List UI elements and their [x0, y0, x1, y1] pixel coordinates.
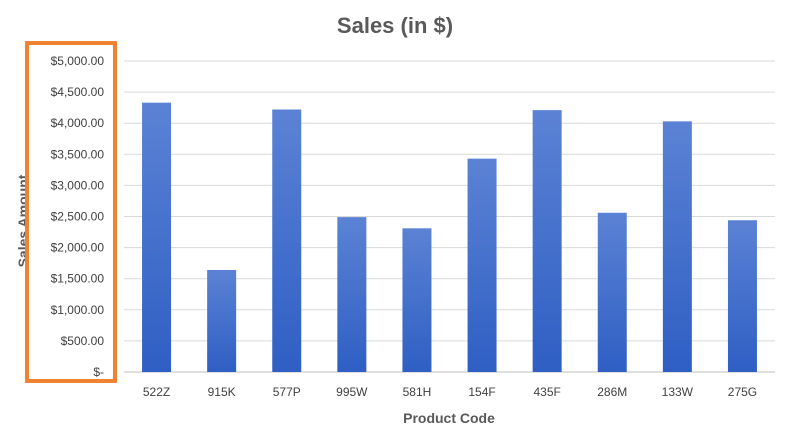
- y-tick-label: $4,000.00: [51, 116, 105, 130]
- y-tick-label: $5,000.00: [51, 54, 105, 68]
- x-tick-label: 995W: [336, 385, 368, 399]
- y-tick-label: $-: [93, 365, 104, 379]
- chart-title: Sales (in $): [337, 13, 453, 38]
- bar-275G: [727, 220, 757, 372]
- y-tick-label: $1,000.00: [51, 303, 105, 317]
- x-tick-label: 522Z: [143, 385, 170, 399]
- y-tick-label: $3,000.00: [51, 178, 105, 192]
- x-tick-label: 154F: [468, 385, 495, 399]
- bar-286M: [597, 212, 627, 372]
- bars: [142, 102, 757, 373]
- bar-995W: [337, 217, 367, 372]
- bar-915K: [207, 269, 237, 372]
- x-tick-label: 286M: [597, 385, 627, 399]
- bar-522Z: [142, 102, 172, 372]
- bar-581H: [402, 228, 432, 372]
- x-tick-label: 577P: [273, 385, 301, 399]
- y-tick-label: $500.00: [61, 334, 105, 348]
- x-axis-tick-labels: 522Z 915K 577P 995W 581H 154F 435F 286M 133W 275G: [143, 385, 757, 399]
- y-axis-highlight-box: [25, 41, 117, 383]
- x-tick-label: 915K: [208, 385, 236, 399]
- x-tick-label: 275G: [728, 385, 757, 399]
- y-tick-label: $4,500.00: [51, 85, 105, 99]
- y-tick-label: $1,500.00: [51, 272, 105, 286]
- bar-577P: [272, 109, 302, 373]
- x-tick-label: 435F: [533, 385, 560, 399]
- x-axis-title: Product Code: [403, 410, 495, 426]
- y-tick-label: $3,500.00: [51, 147, 105, 161]
- y-tick-label: $2,000.00: [51, 241, 105, 255]
- y-axis-tick-labels: $- $500.00 $1,000.00 $1,500.00 $2,000.00 $2,5…: [51, 54, 105, 379]
- x-tick-label: 133W: [662, 385, 694, 399]
- x-tick-label: 581H: [403, 385, 432, 399]
- bar-133W: [662, 121, 692, 372]
- bar-435F: [532, 110, 562, 372]
- y-tick-label: $2,500.00: [51, 210, 105, 224]
- bar-154F: [467, 158, 497, 372]
